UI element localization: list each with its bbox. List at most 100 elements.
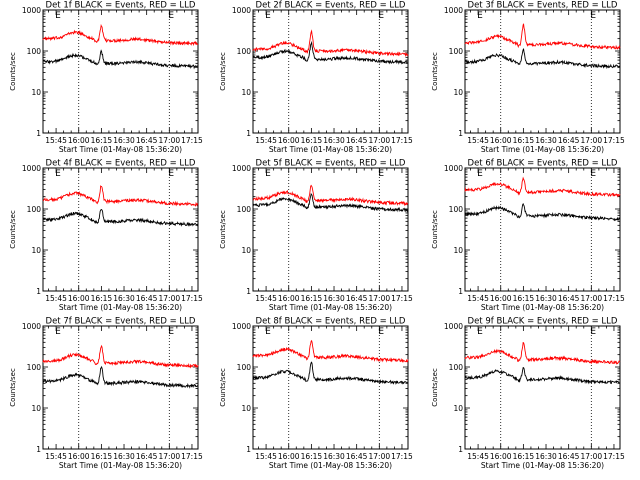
plot-frame (464, 9, 621, 134)
y-tick-label: 1000 (232, 322, 251, 331)
event-marker-label: E (477, 327, 483, 337)
x-tick-label: 16:30 (113, 136, 135, 145)
event-rate-series-black (252, 40, 409, 65)
x-tick-label: 16:15 (513, 452, 535, 461)
detector-panel-6: Det 6f BLACK = Events, RED = LLD 1 10 100 10… (431, 159, 625, 313)
x-tick-label: 15:45 (255, 452, 277, 461)
x-tick-label: 17:00 (581, 452, 603, 461)
lld-rate-series-red (42, 23, 199, 47)
panel-title: Det 7f BLACK = Events, RED = LLD (46, 317, 196, 327)
y-tick-label: 10 (453, 246, 463, 255)
x-axis-label: Start Time (01-May-08 15:36:20) (481, 303, 604, 312)
x-tick-label: 16:30 (323, 294, 345, 303)
y-axis-label: Counts/sec (9, 368, 17, 407)
panel-title: Det 9f BLACK = Events, RED = LLD (468, 317, 618, 327)
x-tick-label: 16:30 (535, 136, 557, 145)
x-tick-label: 15:45 (255, 294, 277, 303)
y-axis-label: Counts/sec (219, 368, 227, 407)
x-tick-label: 16:00 (68, 294, 90, 303)
y-tick-label: 1 (458, 445, 463, 454)
plot-frame (464, 167, 621, 292)
x-tick-label: 15:45 (467, 136, 489, 145)
x-tick-label: 16:30 (535, 452, 557, 461)
x-tick-label: 16:45 (346, 136, 368, 145)
event-rate-series-black (42, 365, 199, 389)
x-axis-label: Start Time (01-May-08 15:36:20) (59, 303, 182, 312)
lld-rate-series-red (252, 29, 409, 57)
x-tick-label: 16:15 (513, 136, 535, 145)
event-marker-label: E (265, 327, 271, 337)
x-tick-label: 17:15 (603, 294, 625, 303)
y-tick-label: 1000 (444, 6, 463, 15)
lld-rate-series-red (252, 184, 409, 207)
y-tick-label: 1 (36, 445, 41, 454)
x-tick-label: 16:15 (301, 452, 323, 461)
x-tick-label: 17:15 (391, 452, 413, 461)
x-tick-label: 17:15 (391, 136, 413, 145)
x-tick-label: 17:15 (391, 294, 413, 303)
detector-panel-3: Det 3f BLACK = Events, RED = LLD 1 10 100 10… (431, 1, 625, 155)
plot-frame (252, 9, 409, 134)
x-tick-label: 16:30 (323, 452, 345, 461)
lld-rate-series-red (42, 185, 199, 207)
x-tick-label: 17:15 (181, 136, 203, 145)
panel-title: Det 2f BLACK = Events, RED = LLD (256, 1, 406, 11)
x-tick-label: 16:15 (91, 136, 113, 145)
y-axis-label: Counts/sec (9, 210, 17, 249)
y-axis-label: Counts/sec (431, 52, 439, 91)
event-marker-label: E (168, 169, 174, 179)
y-tick-label: 10 (31, 88, 41, 97)
x-tick-label: 16:00 (490, 452, 512, 461)
x-tick-label: 15:45 (255, 136, 277, 145)
lld-rate-series-red (464, 176, 621, 198)
panel-title: Det 8f BLACK = Events, RED = LLD (256, 317, 406, 327)
x-tick-label: 16:45 (558, 294, 580, 303)
x-tick-label: 15:45 (467, 294, 489, 303)
y-tick-label: 100 (449, 363, 464, 372)
y-tick-label: 100 (237, 47, 252, 56)
x-tick-label: 16:00 (278, 452, 300, 461)
y-tick-label: 1 (458, 287, 463, 296)
x-tick-label: 16:30 (535, 294, 557, 303)
x-tick-label: 17:00 (581, 136, 603, 145)
x-tick-label: 16:15 (513, 294, 535, 303)
y-tick-label: 10 (31, 246, 41, 255)
event-marker-label: E (590, 327, 596, 337)
y-tick-label: 1 (246, 287, 251, 296)
y-axis-label: Counts/sec (9, 52, 17, 91)
x-tick-label: 16:45 (136, 136, 158, 145)
y-tick-label: 100 (27, 47, 42, 56)
event-marker-label: E (55, 169, 61, 179)
y-tick-label: 1 (246, 129, 251, 138)
x-tick-label: 17:00 (581, 294, 603, 303)
event-marker-label: E (590, 169, 596, 179)
y-tick-label: 10 (31, 404, 41, 413)
event-marker-label: E (55, 11, 61, 21)
plot-frame (42, 9, 199, 134)
y-tick-label: 1000 (232, 6, 251, 15)
event-marker-label: E (378, 11, 384, 21)
x-tick-label: 16:30 (113, 452, 135, 461)
y-tick-label: 1 (36, 129, 41, 138)
event-marker-label: E (477, 169, 483, 179)
plot-frame (464, 325, 621, 450)
y-tick-label: 100 (237, 205, 252, 214)
event-marker-label: E (477, 11, 483, 21)
x-tick-label: 16:45 (346, 452, 368, 461)
event-rate-series-black (464, 367, 621, 385)
y-tick-label: 100 (449, 205, 464, 214)
x-tick-label: 16:45 (136, 452, 158, 461)
x-tick-label: 16:15 (91, 294, 113, 303)
event-marker-label: E (378, 327, 384, 337)
plot-frame (42, 325, 199, 450)
x-axis-label: Start Time (01-May-08 15:36:20) (59, 145, 182, 154)
y-tick-label: 10 (241, 246, 251, 255)
x-tick-label: 17:00 (159, 294, 181, 303)
x-tick-label: 16:45 (558, 452, 580, 461)
y-axis-label: Counts/sec (431, 368, 439, 407)
event-rate-series-black (464, 48, 621, 70)
x-tick-label: 16:00 (278, 294, 300, 303)
x-tick-label: 17:15 (603, 452, 625, 461)
x-tick-label: 16:15 (91, 452, 113, 461)
x-axis-label: Start Time (01-May-08 15:36:20) (269, 303, 392, 312)
